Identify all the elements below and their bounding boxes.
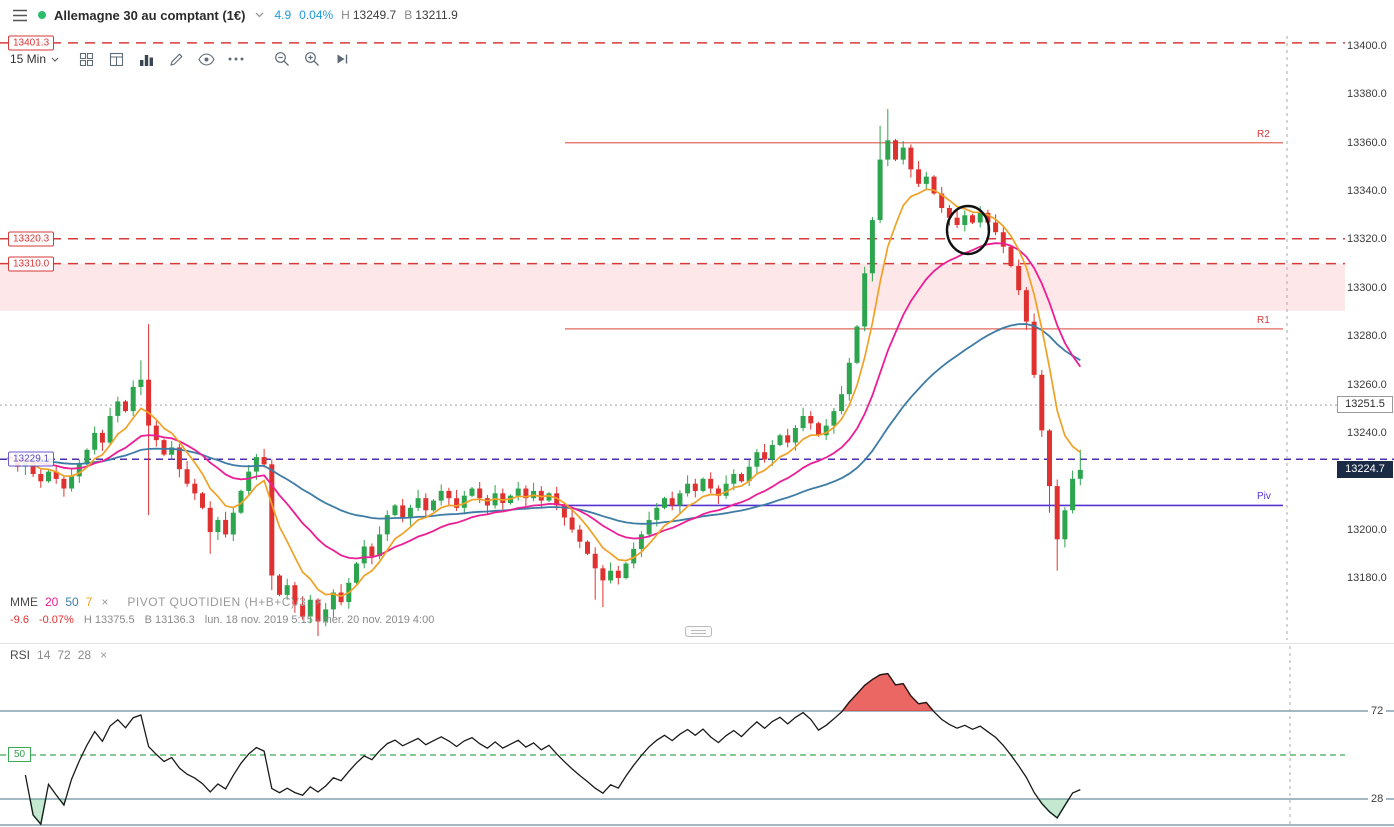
range-high: H 13375.5	[83, 614, 135, 626]
bar-chart-icon	[139, 54, 153, 66]
level-label: 13401.3	[8, 35, 55, 51]
session-high: H 13249.7	[341, 8, 397, 22]
axis-tick: 13360.0	[1345, 136, 1389, 149]
interval-selector[interactable]: 15 Min	[10, 52, 59, 66]
pencil-icon	[169, 52, 183, 66]
axis-tick: 13180.0	[1345, 571, 1389, 584]
rsi-mid-level-label: 50	[8, 747, 32, 762]
skip-forward-icon	[337, 54, 348, 64]
level-label: 13310.0	[8, 256, 55, 272]
chart-toolbar: 15 Min	[10, 47, 357, 71]
chevron-down-icon	[255, 12, 264, 18]
ema-7-line	[9, 188, 1081, 597]
pivot-label: Piv	[1257, 491, 1271, 503]
view-button[interactable]	[191, 47, 221, 71]
market-open-dot	[38, 11, 46, 19]
pivot-legend-label: PIVOT QUOTIDIEN (H+B+C)/3	[127, 595, 307, 609]
r1-label: R1	[1257, 314, 1270, 326]
panel-divider	[0, 643, 1394, 644]
zoom-out-button[interactable]	[267, 47, 297, 71]
axis-tick: 13260.0	[1345, 378, 1389, 391]
rsi-curve	[24, 672, 1081, 826]
axis-tick: 13280.0	[1345, 330, 1389, 343]
moving-averages-layer	[9, 188, 1082, 597]
range-low: B 13136.3	[144, 614, 195, 626]
menu-button[interactable]	[10, 7, 30, 24]
draw-button[interactable]	[161, 47, 191, 71]
header-bar: Allemagne 30 au comptant (1€) 4.9 0.04% …	[0, 0, 1394, 30]
ellipsis-icon	[228, 57, 244, 61]
rsi-legend: RSI 14 72 28 ×	[10, 648, 109, 662]
annotation-circle	[945, 204, 991, 256]
day-change: -9.6	[10, 614, 29, 626]
rsi-lower-tick: 28	[1368, 793, 1387, 805]
rsi-lower: 28	[77, 648, 92, 662]
rsi-upper-tick: 72	[1368, 705, 1387, 717]
level-label: 13229.1	[8, 451, 55, 467]
ema-50-line	[9, 323, 1081, 525]
instrument-dropdown[interactable]	[253, 10, 266, 20]
grid-icon	[79, 52, 93, 66]
indicator-legend: MME 20 50 7 × PIVOT QUOTIDIEN (H+B+C)/3 …	[10, 595, 324, 609]
rsi-layer	[0, 646, 1394, 826]
candles-layer	[7, 108, 1083, 636]
mme7-value: 7	[85, 595, 93, 609]
axis-tick: 13400.0	[1345, 40, 1389, 52]
r2-label: R2	[1257, 128, 1270, 140]
zoom-in-icon	[305, 52, 319, 66]
layout-icon	[109, 52, 123, 66]
jump-latest-button[interactable]	[327, 47, 357, 71]
axis-tick: 13300.0	[1345, 281, 1389, 294]
rsi-upper: 72	[57, 648, 71, 662]
ema-20-line	[9, 242, 1082, 560]
current-price-tag: 13224.7	[1337, 460, 1393, 478]
rsi-label: RSI	[10, 648, 31, 662]
panel-resize-handle[interactable]	[685, 626, 712, 637]
interval-label: 15 Min	[10, 52, 47, 66]
zoom-out-icon	[275, 52, 289, 66]
rsi-period: 14	[37, 648, 51, 662]
more-button[interactable]	[221, 47, 251, 71]
session-stats: -9.6 -0.07% H 13375.5 B 13136.3 lun. 18 …	[10, 614, 434, 626]
remove-pivot-button[interactable]: ×	[315, 595, 323, 609]
level-label: 13320.3	[8, 231, 55, 247]
remove-rsi-button[interactable]: ×	[100, 648, 108, 662]
hamburger-icon	[13, 9, 27, 21]
levels-layer	[0, 36, 1394, 640]
price-change-percent: 0.04%	[299, 8, 334, 22]
axis-tick: 13200.0	[1345, 523, 1389, 536]
mme20-value: 20	[45, 595, 59, 609]
chevron-down-icon	[51, 57, 59, 62]
zoom-in-button[interactable]	[297, 47, 327, 71]
remove-mme-button[interactable]: ×	[101, 595, 109, 609]
eye-icon	[197, 52, 215, 66]
date-range: lun. 18 nov. 2019 5:15 - mer. 20 nov. 20…	[204, 614, 435, 626]
price-change: 4.9	[274, 8, 292, 22]
axis-tick: 13320.0	[1345, 233, 1389, 246]
mme-legend-label: MME	[10, 595, 38, 609]
mme50-value: 50	[65, 595, 79, 609]
axis-tick: 13340.0	[1345, 185, 1389, 198]
session-low: B 13211.9	[404, 8, 458, 22]
axis-tick: 13240.0	[1345, 426, 1389, 439]
level-price-tag: 13251.5	[1337, 396, 1393, 414]
day-change-percent: -0.07%	[38, 614, 74, 626]
indicators-button[interactable]	[131, 47, 161, 71]
instrument-title[interactable]: Allemagne 30 au comptant (1€)	[54, 7, 246, 23]
axis-tick: 13380.0	[1345, 88, 1389, 101]
grid-button[interactable]	[71, 47, 101, 71]
chart-layout-button[interactable]	[101, 47, 131, 71]
